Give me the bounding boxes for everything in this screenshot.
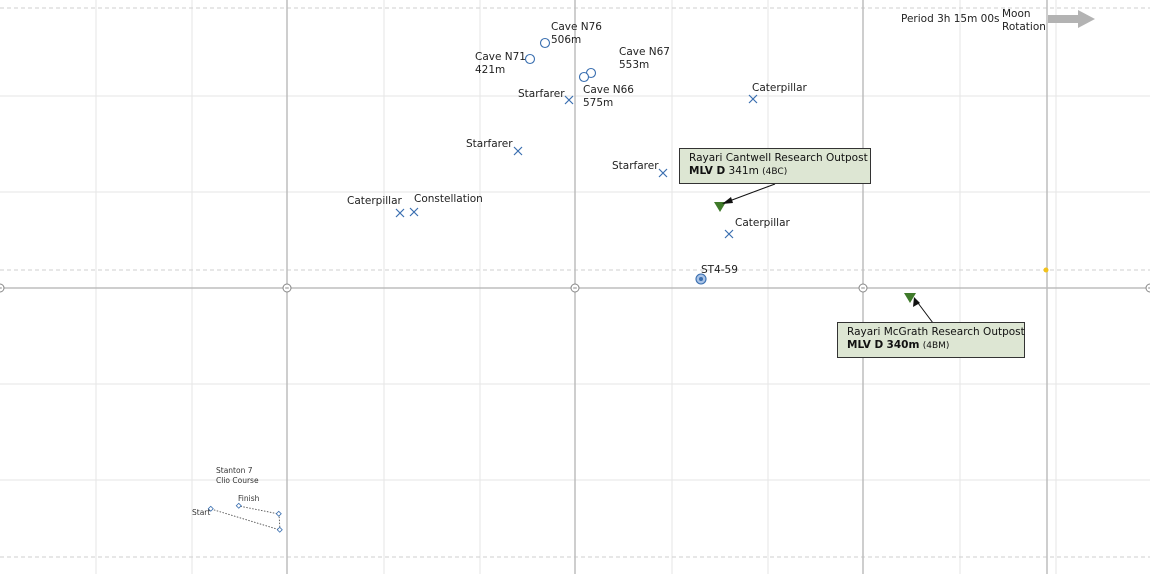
course-title-line2: Clio Course [216,476,259,485]
outpost-grid: (4BM) [922,341,950,351]
outpost-callout-mcgrath[interactable]: Rayari McGrath Research Outpost MLV D 34… [837,322,1025,358]
wreck-x-icon [409,207,419,217]
cave-marker-n67[interactable]: Cave N67 553m [585,46,671,79]
wreck-marker-starfarer-2[interactable]: Starfarer [466,138,523,156]
outpost-distance: 341m [728,165,759,177]
wreck-x-icon [564,95,574,105]
wreck-x-icon [748,94,758,104]
axis-node-icon [1145,283,1150,293]
course-waypoint-icon [235,502,242,509]
outpost-callout-detail: MLV D 340m (4BM) [847,339,1015,353]
outpost-marker-mcgrath[interactable] [904,293,916,303]
race-course-clio[interactable]: Stanton 7 Clio Course Start Finish [192,466,283,533]
course-finish-label: Finish [238,494,260,503]
cave-name: Cave N76 [551,21,602,33]
course-start-label: Start [192,508,210,517]
course-waypoint-icon [276,526,283,533]
outpost-callout-title: Rayari McGrath Research Outpost [847,326,1025,338]
cantwell-leader-arrowhead [722,197,733,204]
rotation-arrow-icon [1048,10,1095,28]
rotation-label-line2: Rotation [1002,21,1046,33]
outpost-callout-cantwell[interactable]: Rayari Cantwell Research Outpost MLV D 3… [679,148,871,184]
outpost-grid: (4BC) [762,167,788,177]
cave-name: Cave N67 [619,46,670,58]
station-icon-core [699,277,703,281]
cave-icon [539,37,551,49]
cave-marker-n76[interactable]: Cave N76 506m [539,21,603,49]
wreck-name: Constellation [414,193,483,205]
outpost-code: MLV D [847,339,884,351]
outpost-distance: 340m [886,339,920,351]
wreck-name: Caterpillar [347,195,403,207]
wreck-marker-constellation[interactable]: Constellation [409,193,483,217]
wreck-name: Starfarer [612,160,659,172]
station-marker-st4-59[interactable]: ST4-59 [695,264,738,285]
course-path [210,505,281,531]
cave-depth: 575m [583,97,613,109]
cave-name: Cave N66 [583,84,634,96]
wreck-marker-caterpillar-1[interactable]: Caterpillar [748,82,808,104]
wreck-marker-starfarer-3[interactable]: Starfarer [612,160,668,178]
cave-depth: 421m [475,64,505,76]
wreck-x-icon [513,146,523,156]
wreck-x-icon [395,208,405,218]
axis-node-icon [0,283,5,293]
cave-icon [578,71,590,83]
outpost-callout-title: Rayari Cantwell Research Outpost [689,152,868,164]
reference-point-dot [1043,267,1049,273]
cave-marker-n71[interactable]: Cave N71 421m [475,51,536,76]
cave-name: Cave N71 [475,51,526,63]
cave-depth: 553m [619,59,649,71]
course-waypoint-icon [275,510,282,517]
course-title-line1: Stanton 7 [216,466,253,475]
wreck-marker-caterpillar-2[interactable]: Caterpillar [347,195,405,218]
station-name: ST4-59 [701,264,738,276]
wreck-name: Starfarer [466,138,513,150]
course-waypoint-icon [207,505,214,512]
cave-depth: 506m [551,34,581,46]
outpost-callout-detail: MLV D 341m (4BC) [689,165,861,179]
wreck-name: Starfarer [518,88,565,100]
wreck-x-icon [658,168,668,178]
mcgrath-leader-arrowhead [913,297,920,307]
wreck-x-icon [724,229,734,239]
outpost-marker-cantwell[interactable] [714,202,726,212]
outpost-code: MLV D [689,165,726,177]
wreck-name: Caterpillar [752,82,808,94]
rotation-label-line1: Moon [1002,8,1031,20]
outpost-triangle-icon [714,202,726,212]
outpost-triangle-icon [904,293,916,303]
cantwell-leader-line [723,183,776,204]
wreck-marker-caterpillar-3[interactable]: Caterpillar [724,217,791,239]
wreck-name: Caterpillar [735,217,791,229]
cave-icon [524,53,536,65]
cave-marker-n66[interactable]: Cave N66 575m [578,71,635,110]
rotation-period-label: Period 3h 15m 00s [901,13,1000,25]
wreck-marker-starfarer-1[interactable]: Starfarer [518,88,574,105]
